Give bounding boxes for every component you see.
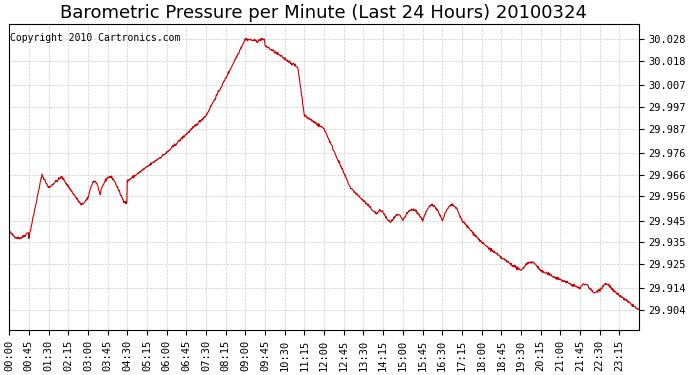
Text: Copyright 2010 Cartronics.com: Copyright 2010 Cartronics.com (10, 33, 181, 43)
Title: Barometric Pressure per Minute (Last 24 Hours) 20100324: Barometric Pressure per Minute (Last 24 … (61, 4, 587, 22)
